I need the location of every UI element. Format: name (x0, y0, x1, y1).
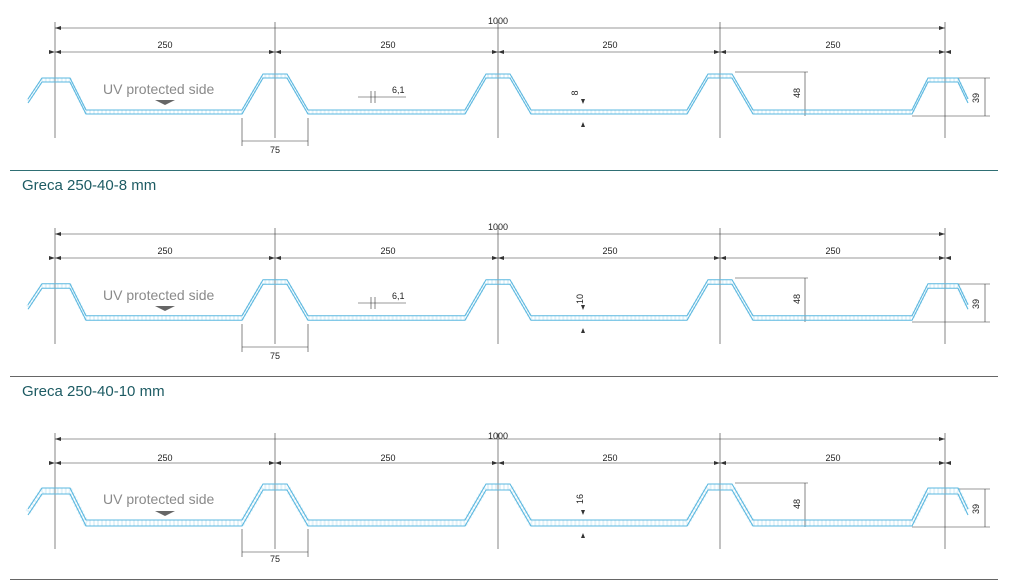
dimension-arrow (945, 461, 951, 465)
pitch-label-1: 250 (157, 40, 172, 50)
profile-section-1: 1000 250 250 250 250 UV protected side 7… (0, 0, 1024, 170)
dimension-arrow (55, 437, 61, 441)
dimension-arrow (269, 461, 275, 465)
dimension-arrow (720, 461, 726, 465)
dimension-arrow (492, 461, 498, 465)
dimension-arrow (945, 256, 951, 260)
thickness-arrow (581, 122, 585, 127)
dimension-arrow (498, 461, 504, 465)
section-caption-1: Greca 250-40-8 mm (22, 177, 157, 194)
dimension-arrow (55, 461, 61, 465)
pitch-label-2: 250 (380, 40, 395, 50)
rib-base-label: 75 (270, 145, 280, 155)
profile-bottom-skin (27, 283, 969, 321)
rib-base-label: 75 (270, 554, 280, 564)
dimension-arrow (55, 232, 61, 236)
dimension-arrow (720, 50, 726, 54)
edge-height-label: 39 (971, 504, 981, 514)
rib-height-label: 48 (792, 294, 802, 304)
uv-arrow-icon (155, 100, 175, 105)
thickness-arrow (581, 533, 585, 538)
pitch-label-4: 250 (825, 246, 840, 256)
profile-cell-core (26, 279, 971, 321)
section-divider-2 (10, 376, 998, 377)
dimension-arrow (939, 50, 945, 54)
dimension-arrow (498, 50, 504, 54)
dimension-arrow (49, 50, 55, 54)
pitch-label-4: 250 (825, 453, 840, 463)
rib-base-label: 75 (270, 351, 280, 361)
dimension-arrow (275, 50, 281, 54)
profile-drawing-2: 1000 250 250 250 250 UV protected side 7… (26, 222, 990, 361)
profile-section-2: 1000 250 250 250 250 UV protected side 7… (0, 206, 1024, 376)
dimension-arrow (714, 461, 720, 465)
thickness-arrow (581, 328, 585, 333)
thickness-arrow (581, 510, 585, 515)
dimension-arrow (720, 256, 726, 260)
pitch-label-3: 250 (602, 246, 617, 256)
dimension-arrow (939, 437, 945, 441)
dimension-arrow (275, 256, 281, 260)
rib-height-label: 48 (792, 499, 802, 509)
profile-top-skin (27, 73, 969, 111)
pitch-label-4: 250 (825, 40, 840, 50)
profile-bottom-skin (27, 77, 969, 115)
dimension-arrow (269, 50, 275, 54)
thickness-label: 16 (575, 494, 585, 504)
dimension-arrow (275, 461, 281, 465)
dimension-arrow (269, 256, 275, 260)
total-width-label: 1000 (488, 16, 508, 26)
dimension-arrow (939, 26, 945, 30)
profile-cell-core (26, 74, 970, 114)
pitch-label-2: 250 (380, 246, 395, 256)
section-divider-1 (10, 170, 998, 171)
section-divider-3 (10, 579, 998, 580)
total-width-label: 1000 (488, 222, 508, 232)
thickness-label: 10 (575, 294, 585, 304)
dimension-arrow (55, 256, 61, 260)
pitch-label-2: 250 (380, 453, 395, 463)
profile-drawing-1: 1000 250 250 250 250 UV protected side 7… (26, 16, 990, 155)
thickness-arrow (581, 305, 585, 310)
edge-height-label: 39 (971, 93, 981, 103)
profile-section-3: 1000 250 250 250 250 UV protected side 7… (0, 411, 1024, 579)
total-width-label: 1000 (488, 431, 508, 441)
pitch-label-1: 250 (157, 453, 172, 463)
dimension-arrow (492, 50, 498, 54)
dimension-arrow (49, 461, 55, 465)
dimension-arrow (55, 50, 61, 54)
uv-arrow-icon (155, 511, 175, 516)
thickness-arrow (581, 99, 585, 104)
dimension-arrow (714, 50, 720, 54)
dimension-arrow (492, 256, 498, 260)
dimension-arrow (939, 232, 945, 236)
profile-top-skin (27, 483, 969, 521)
dimension-arrow (714, 256, 720, 260)
core-label: 6,1 (392, 85, 405, 95)
pitch-label-3: 250 (602, 453, 617, 463)
dimension-arrow (945, 50, 951, 54)
pitch-label-3: 250 (602, 40, 617, 50)
dimension-arrow (939, 461, 945, 465)
uv-protected-label: UV protected side (103, 287, 214, 303)
rib-height-label: 48 (792, 88, 802, 98)
pitch-label-1: 250 (157, 246, 172, 256)
section-caption-2: Greca 250-40-10 mm (22, 383, 165, 400)
dimension-arrow (498, 256, 504, 260)
dimension-arrow (939, 256, 945, 260)
thickness-label: 8 (570, 90, 580, 95)
profile-top-skin (27, 279, 969, 317)
dimension-arrow (49, 256, 55, 260)
core-label: 6,1 (392, 291, 405, 301)
profile-cell-core (25, 484, 971, 526)
uv-arrow-icon (155, 306, 175, 311)
dimension-arrow (55, 26, 61, 30)
profile-drawing-3: 1000 250 250 250 250 UV protected side 7… (25, 431, 990, 564)
profile-bottom-skin (27, 489, 969, 527)
uv-protected-label: UV protected side (103, 491, 214, 507)
uv-protected-label: UV protected side (103, 81, 214, 97)
edge-height-label: 39 (971, 299, 981, 309)
